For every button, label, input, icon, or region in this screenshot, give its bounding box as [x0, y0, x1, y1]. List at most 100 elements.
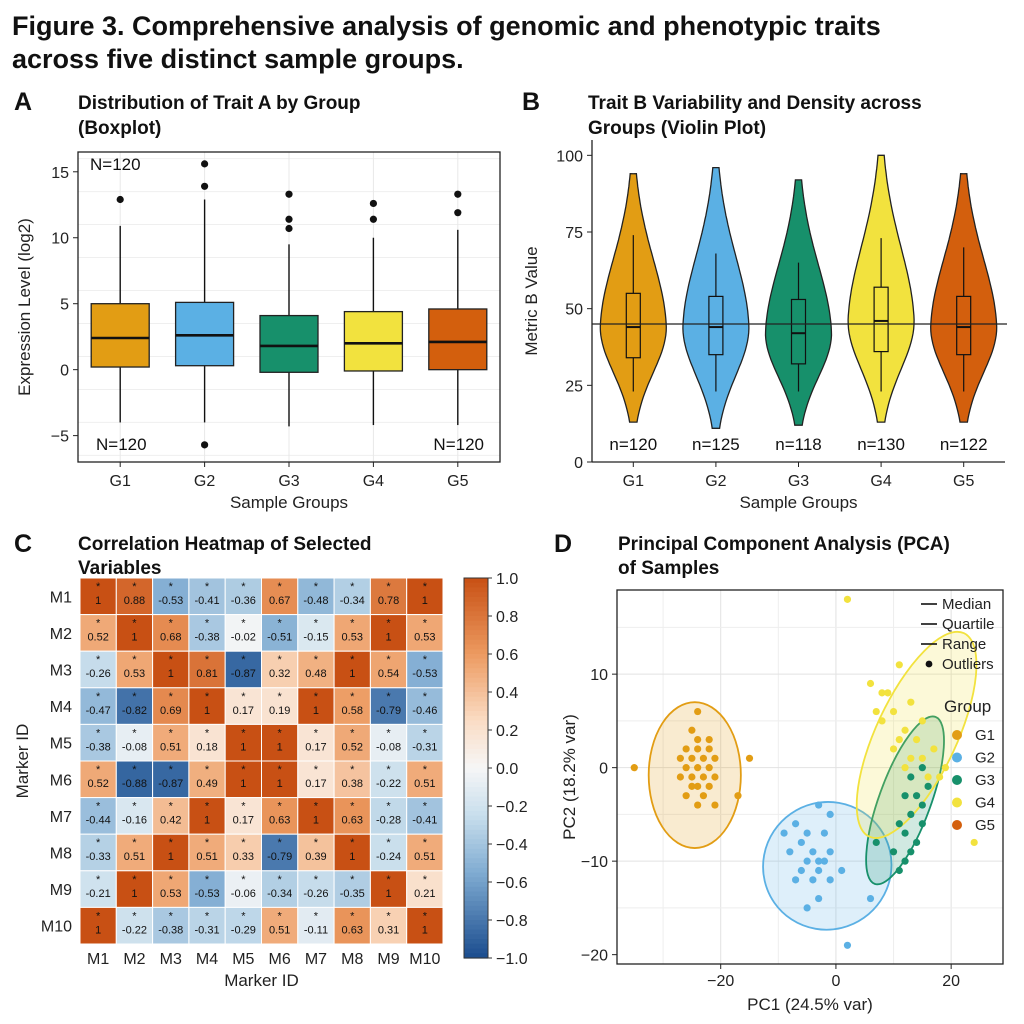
point-G4	[936, 773, 944, 781]
x-axis-label: Sample Groups	[230, 493, 348, 512]
colorbar-segment	[464, 616, 488, 622]
heatmap-cell	[188, 614, 226, 652]
significance-star: *	[205, 654, 210, 666]
outlier-point	[369, 199, 377, 208]
colorbar-segment	[464, 834, 488, 840]
cell-value: -0.31	[412, 741, 437, 753]
colorbar-segment	[464, 801, 488, 807]
significance-star: *	[132, 618, 137, 630]
significance-star: *	[132, 691, 137, 703]
row-label: M1	[50, 589, 72, 606]
point-G4	[970, 838, 978, 847]
colorbar-segment	[464, 882, 488, 888]
colorbar-segment	[464, 787, 488, 793]
significance-star: *	[314, 764, 319, 776]
significance-star: *	[386, 727, 391, 739]
ellipse-G4	[855, 630, 978, 839]
legend-key-G3	[952, 775, 962, 785]
colorbar-segment	[464, 772, 488, 779]
point-G1	[682, 745, 690, 753]
legend-label: G5	[975, 817, 995, 834]
point-G2	[803, 904, 811, 912]
cell-value: 0.54	[378, 668, 399, 680]
heatmap-cell	[261, 906, 299, 945]
significance-star: *	[96, 801, 101, 813]
significance-star: *	[132, 874, 137, 886]
significance-star: *	[132, 764, 137, 776]
colorbar-segment	[464, 820, 488, 826]
colorbar-tick-label: 0.8	[496, 609, 518, 626]
colorbar-segment	[464, 625, 488, 631]
significance-star: *	[205, 764, 210, 776]
heatmap-cell	[333, 797, 371, 835]
colorbar-segment	[464, 673, 488, 679]
heatmap-cell	[224, 870, 262, 908]
cell-value: -0.41	[412, 815, 437, 827]
cell-value: 0.17	[233, 815, 254, 827]
colorbar-segment	[464, 734, 488, 741]
cell-value: 0.53	[342, 632, 363, 644]
heatmap-cell	[261, 870, 299, 908]
heatmap-cell	[369, 687, 408, 725]
colorbar-segment	[464, 644, 488, 650]
significance-star: *	[169, 801, 174, 813]
heatmap-cell	[188, 723, 226, 762]
colorbar-segment	[464, 677, 488, 684]
colorbar-segment	[464, 867, 488, 874]
cell-value: 1	[313, 705, 319, 717]
colorbar-segment	[464, 848, 488, 855]
point-G2	[797, 838, 805, 847]
heatmap-cell	[188, 906, 226, 945]
significance-star: *	[169, 618, 174, 630]
n-label: n=125	[692, 435, 740, 454]
heatmap-cell	[79, 906, 117, 945]
point-G1	[688, 726, 696, 734]
column-label: M8	[341, 951, 363, 968]
significance-star: *	[169, 910, 174, 922]
heatmap-cell	[406, 833, 444, 872]
box-G4	[343, 310, 404, 372]
point-G2	[866, 894, 875, 903]
cell-value: 0.42	[160, 815, 181, 827]
significance-star: *	[96, 727, 101, 739]
significance-star: *	[169, 764, 174, 776]
panel-letter: D	[554, 530, 572, 558]
significance-star: *	[205, 581, 210, 593]
y-tick-label: −20	[581, 948, 608, 965]
point-G3	[872, 838, 880, 847]
point-G4	[878, 689, 886, 697]
significance-star: *	[314, 801, 319, 813]
significance-star: *	[96, 837, 101, 849]
significance-star: *	[350, 801, 355, 813]
point-G3	[889, 848, 898, 856]
significance-star: *	[205, 691, 210, 703]
point-G2	[815, 866, 823, 875]
heatmap-cell	[224, 760, 262, 799]
x-tick-label: G1	[623, 473, 644, 490]
heatmap-cell	[406, 723, 444, 762]
heatmap-cell	[406, 797, 444, 835]
point-G4	[924, 773, 932, 781]
legend-key-G2	[952, 752, 962, 763]
colorbar-tick-label: −0.4	[496, 837, 528, 854]
point-G2	[826, 810, 834, 819]
point-G1	[694, 801, 702, 809]
panel-title-line-2: Groups (Violin Plot)	[588, 118, 766, 139]
significance-star: *	[423, 837, 428, 849]
significance-star: *	[169, 654, 174, 666]
point-G3	[912, 838, 921, 847]
heatmap-cell	[261, 687, 299, 725]
significance-star: *	[96, 691, 101, 703]
colorbar-segment	[464, 687, 488, 693]
heatmap-cell	[297, 760, 335, 799]
column-label: M10	[409, 951, 440, 968]
significance-star: *	[96, 874, 101, 886]
colorbar-segment	[464, 910, 488, 916]
point-G1	[682, 764, 690, 772]
cell-value: 1	[385, 632, 391, 644]
significance-star: *	[169, 691, 174, 703]
colorbar-segment	[464, 901, 488, 907]
cell-value: -0.38	[195, 632, 220, 644]
heatmap-cell	[224, 650, 262, 689]
significance-star: *	[423, 874, 428, 886]
